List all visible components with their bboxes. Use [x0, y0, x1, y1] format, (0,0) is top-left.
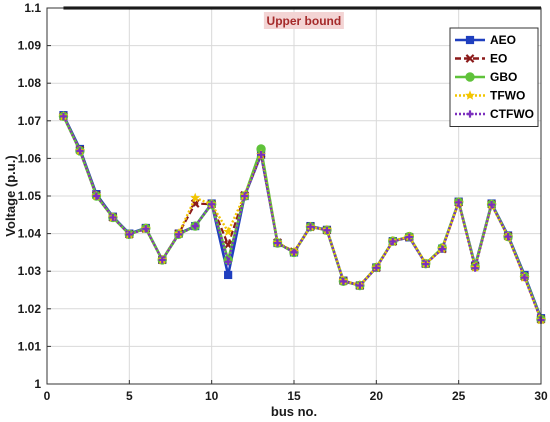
data-point-ctfwo [520, 273, 529, 282]
data-point-ctfwo [405, 233, 413, 241]
legend: AEO EO GBO TFWO CTFWO [449, 27, 539, 127]
x-tick-label: 20 [370, 389, 384, 403]
y-tick-label: 1.05 [18, 189, 42, 203]
series-ctfwo [59, 112, 545, 324]
data-point-ctfwo [372, 264, 380, 272]
y-axis-title: Voltage (p.u.) [3, 155, 18, 236]
data-point-ctfwo [488, 201, 496, 209]
data-point-ctfwo [175, 230, 183, 238]
data-point-aeo [224, 270, 233, 280]
data-point-ctfwo [76, 147, 84, 155]
data-point-ctfwo [59, 112, 68, 120]
data-point-ctfwo [323, 226, 331, 234]
data-point-ctfwo [422, 260, 430, 268]
legend-item-ctfwo: CTFWO [455, 107, 534, 121]
legend-label: AEO [490, 33, 516, 47]
x-tick-label: 5 [126, 389, 133, 403]
y-tick-label: 1.08 [18, 76, 42, 90]
y-tick-label: 1.04 [18, 227, 42, 241]
y-tick-label: 1 [34, 377, 41, 391]
legend-label: GBO [490, 70, 517, 84]
legend-label: EO [490, 52, 507, 66]
data-point-ctfwo [504, 233, 512, 241]
x-tick-label: 0 [44, 389, 51, 403]
axis-ticks: 0 5 10 15 20 25 30 1 1.01 1.02 1.03 1.04 1.05 1.06 1.0… [18, 1, 548, 403]
legend-item-eo: EO [455, 52, 507, 66]
y-tick-label: 1.06 [18, 151, 42, 165]
data-point-ctfwo [306, 223, 315, 231]
data-point-ctfwo [142, 225, 150, 233]
legend-label: CTFWO [490, 107, 534, 121]
data-point-ctfwo [92, 192, 100, 200]
y-tick-label: 1.02 [18, 302, 42, 316]
legend-item-gbo: GBO [455, 70, 517, 84]
data-point-ctfwo [224, 258, 232, 266]
data-point-ctfwo [438, 245, 446, 253]
legend-item-aeo: AEO [455, 33, 516, 47]
y-tick-label: 1.07 [18, 114, 42, 128]
data-point-ctfwo [339, 277, 347, 285]
legend-marker [465, 72, 475, 82]
legend-item-tfwo: TFWO [455, 89, 525, 103]
data-point-ctfwo [273, 239, 282, 247]
series-layer [58, 111, 546, 325]
y-tick-label: 1.01 [18, 339, 42, 353]
x-tick-label: 25 [452, 389, 466, 403]
upper-bound-label-box [263, 12, 344, 29]
data-point-ctfwo [389, 237, 397, 246]
data-point-ctfwo [257, 151, 265, 159]
y-tick-label: 1.1 [24, 1, 41, 15]
data-point-ctfwo [455, 198, 463, 206]
data-point-ctfwo [471, 264, 479, 272]
legend-label: TFWO [490, 89, 525, 103]
x-axis-title: bus no. [271, 404, 317, 419]
legend-marker [465, 54, 475, 63]
x-tick-label: 10 [205, 389, 219, 403]
data-point-ctfwo [208, 200, 216, 208]
legend-marker [465, 90, 475, 100]
x-tick-label: 30 [534, 389, 548, 403]
data-point-ctfwo [241, 192, 249, 200]
legend-marker [465, 35, 475, 45]
data-point-ctfwo [109, 213, 117, 222]
data-point-ctfwo [158, 256, 166, 264]
y-tick-label: 1.09 [18, 39, 42, 53]
data-point-ctfwo [125, 230, 133, 238]
data-point-tfwo [223, 226, 234, 236]
y-tick-label: 1.03 [18, 264, 42, 278]
upper-bound-label: Upper bound [267, 14, 342, 28]
data-point-ctfwo [356, 281, 364, 290]
data-point-tfwo [190, 192, 201, 203]
legend-marker [466, 110, 474, 118]
data-point-ctfwo [191, 222, 199, 230]
data-point-ctfwo [290, 248, 298, 256]
x-tick-label: 15 [287, 389, 301, 403]
